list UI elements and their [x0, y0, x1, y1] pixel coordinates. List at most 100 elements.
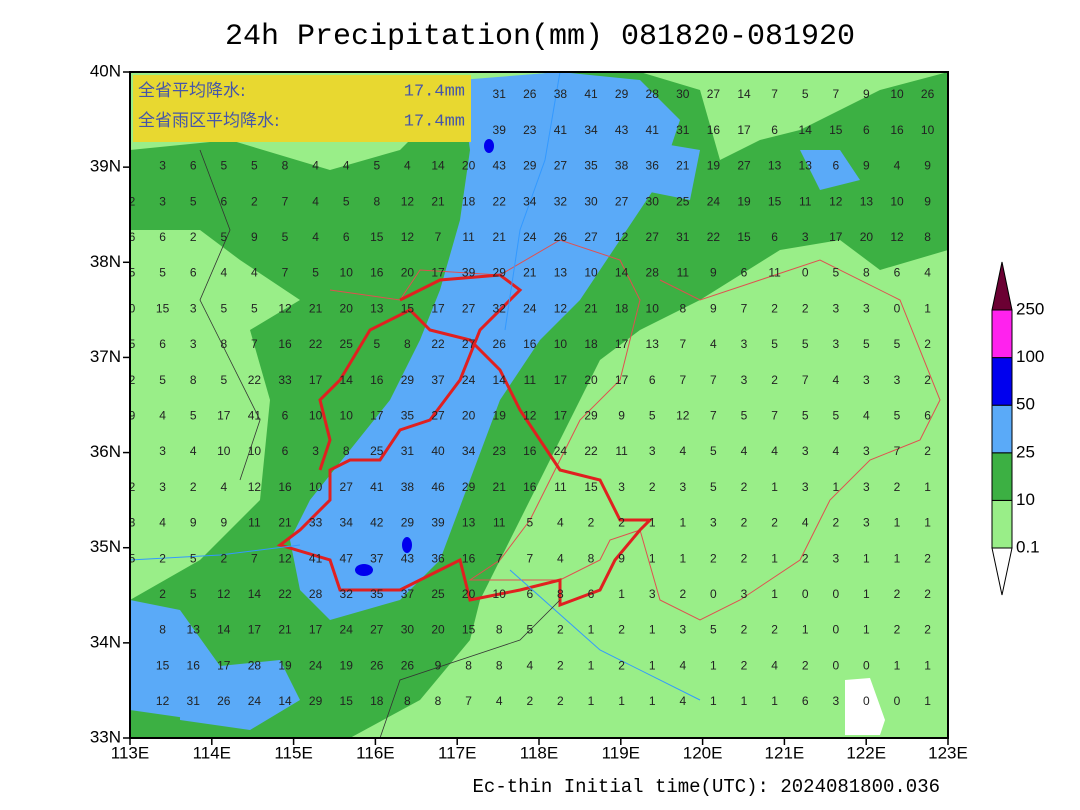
- grid-value: 7: [282, 266, 289, 280]
- grid-value: 14: [615, 266, 629, 280]
- grid-value: 6: [190, 159, 197, 173]
- grid-value: 2: [526, 694, 533, 708]
- grid-value: 1: [771, 480, 778, 494]
- legend-swatch: [991, 452, 1013, 501]
- grid-value: 2: [190, 480, 197, 494]
- grid-value: 31: [493, 87, 507, 101]
- grid-value: 5: [220, 301, 227, 315]
- grid-value: 2: [924, 551, 931, 565]
- grid-value: 5: [129, 551, 136, 565]
- lon-label: 123E: [928, 743, 968, 762]
- field-25-50: [640, 140, 860, 200]
- grid-value: 15: [156, 301, 170, 315]
- info-box: [133, 75, 471, 142]
- grid-value: 43: [401, 551, 415, 565]
- lat-label: 35N: [90, 537, 121, 556]
- grid-value: 0: [802, 266, 809, 280]
- grid-value: 25: [676, 194, 690, 208]
- grid-value: 1: [771, 587, 778, 601]
- grid-value: 2: [802, 301, 809, 315]
- grid-value: 12: [554, 301, 568, 315]
- grid-value: 13: [646, 337, 660, 351]
- grid-value: 2: [894, 623, 901, 637]
- grid-value: 1: [618, 587, 625, 601]
- grid-value: 3: [129, 516, 136, 530]
- grid-value: 0: [832, 623, 839, 637]
- grid-value: 7: [679, 373, 686, 387]
- grid-value: 31: [676, 123, 690, 137]
- grid-value: 25: [340, 337, 354, 351]
- grid-value: 4: [312, 159, 319, 173]
- grid-value: 17: [217, 658, 231, 672]
- grid-value: 19: [493, 408, 507, 422]
- grid-value: 14: [340, 373, 354, 387]
- grid-value: 1: [649, 623, 656, 637]
- grid-value: 6: [924, 408, 931, 422]
- info-label: 全省平均降水:: [138, 81, 246, 101]
- grid-value: 27: [462, 337, 476, 351]
- grid-value: 5: [190, 551, 197, 565]
- lon-label: 117E: [438, 743, 476, 762]
- field-50-100: [484, 139, 494, 153]
- grid-value: 5: [894, 337, 901, 351]
- grid-value: 6: [588, 587, 595, 601]
- grid-value: 28: [646, 266, 660, 280]
- grid-value: 6: [771, 123, 778, 137]
- grid-value: 4: [557, 551, 564, 565]
- grid-value: 4: [710, 337, 717, 351]
- grid-value: 2: [832, 516, 839, 530]
- grid-value: 41: [248, 408, 262, 422]
- grid-value: 9: [710, 301, 717, 315]
- grid-value: 5: [741, 408, 748, 422]
- boundaries: [199, 149, 561, 739]
- grid-value: 28: [646, 87, 660, 101]
- grid-value: 27: [462, 301, 476, 315]
- grid-value: 30: [676, 87, 690, 101]
- grid-value: 11: [248, 516, 261, 530]
- grid-value: 2: [924, 337, 931, 351]
- grid-value: 8: [220, 337, 227, 351]
- lat-label: 37N: [90, 347, 121, 366]
- grid-value: 13: [370, 301, 384, 315]
- grid-value: 20: [431, 623, 445, 637]
- grid-value: 15: [768, 194, 782, 208]
- grid-value: 27: [737, 159, 751, 173]
- grid-value: 20: [401, 266, 415, 280]
- grid-value: 9: [863, 159, 870, 173]
- grid-value: 12: [615, 230, 629, 244]
- grid-value: 1: [894, 658, 901, 672]
- grid-value: 2: [741, 480, 748, 494]
- grid-value: 4: [832, 373, 839, 387]
- region-outline: [276, 273, 654, 608]
- grid-value: 16: [707, 123, 721, 137]
- field-25-50: [290, 72, 680, 620]
- grid-value: 6: [159, 230, 166, 244]
- grid-value: 1: [649, 551, 656, 565]
- grid-value: 3: [710, 516, 717, 530]
- grid-value: 18: [370, 694, 384, 708]
- grid-value: 12: [156, 694, 170, 708]
- grid-value: 5: [190, 408, 197, 422]
- no-rain-area: [845, 678, 885, 735]
- grid-value: 4: [924, 266, 931, 280]
- grid-value: 4: [343, 159, 350, 173]
- grid-value: 30: [401, 623, 415, 637]
- grid-value: 1: [588, 658, 595, 672]
- grid-value: 17: [217, 408, 231, 422]
- grid-value: 22: [493, 194, 507, 208]
- grid-value: 5: [771, 337, 778, 351]
- grid-value: 27: [615, 194, 629, 208]
- grid-value: 17: [829, 230, 843, 244]
- grid-value: 10: [646, 301, 660, 315]
- grid-value: 16: [278, 480, 292, 494]
- grid-value: 3: [863, 516, 870, 530]
- grid-value: 10: [890, 194, 904, 208]
- grid-value: 32: [493, 301, 507, 315]
- grid-value: 28: [248, 658, 262, 672]
- grid-value: 20: [860, 230, 874, 244]
- grid-value: 5: [526, 516, 533, 530]
- grid-value: 1: [741, 694, 748, 708]
- grid-value: 26: [370, 658, 384, 672]
- grid-value: 10: [217, 444, 231, 458]
- grid-value: 2: [771, 301, 778, 315]
